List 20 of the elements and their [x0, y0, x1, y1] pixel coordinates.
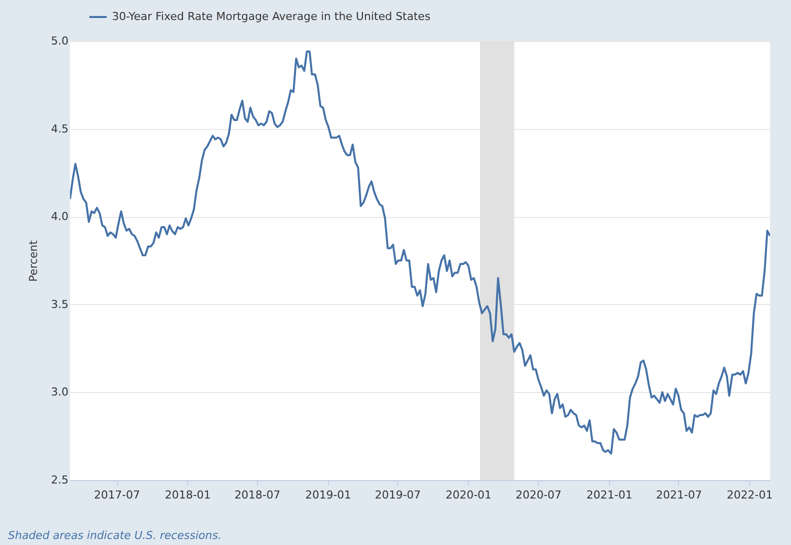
x-tick-label: 2019-07 [374, 488, 421, 502]
text: Shaded areas indicate U.S. recessions. [8, 529, 222, 542]
x-tick-label: 2018-01 [164, 488, 211, 502]
y-axis-title: Percent [27, 240, 40, 282]
x-tick-label: 2021-01 [586, 488, 632, 502]
x-tick-label: 2018-07 [234, 488, 280, 502]
y-tick-label: 4.5 [51, 122, 68, 136]
y-tick-label: 4.0 [51, 210, 68, 224]
y-tick-label: 2.5 [51, 474, 68, 486]
x-tick-label: 2022-01 [726, 488, 773, 502]
x-tick-label: 2020-07 [516, 488, 562, 502]
x-tick-label: 2019-01 [305, 488, 352, 502]
legend-label: 30-Year Fixed Rate Mortgage Average in the United States [112, 10, 431, 23]
line-series [70, 50, 770, 455]
x-tick-label: 2020-01 [446, 488, 492, 502]
y-tick-label: 5.0 [51, 34, 68, 48]
y-tick-label: 3.5 [51, 298, 68, 311]
x-tick-label: 2021-07 [656, 488, 702, 502]
y-tick-label: 3.0 [51, 386, 68, 399]
x-tick-label: 2017-07 [94, 488, 140, 502]
